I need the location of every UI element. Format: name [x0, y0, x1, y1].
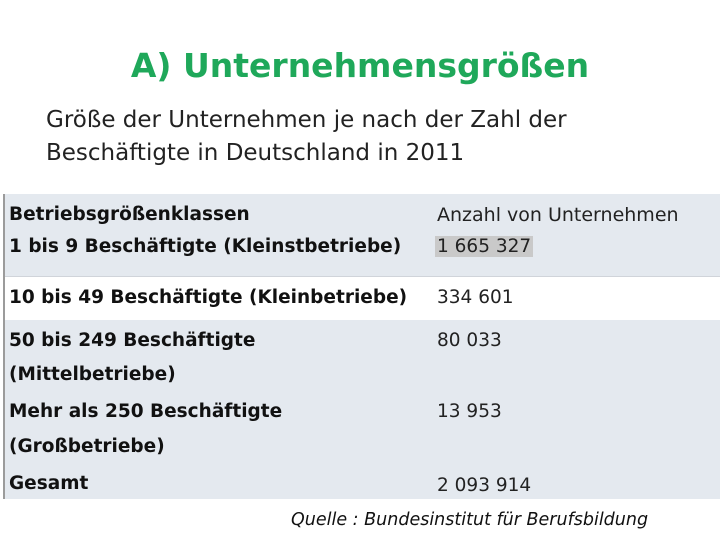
row-label-small: 10 bis 49 Beschäftigte (Kleinbetriebe) [9, 287, 408, 308]
header-size-class: Betriebsgrößenklassen [9, 204, 250, 225]
row-value-medium: 80 033 [437, 330, 502, 351]
subtitle-line-1: Größe der Unternehmen je nach der Zahl d… [46, 107, 567, 133]
row-value-micro: 1 665 327 [435, 236, 534, 257]
highlighted-value: 1 665 327 [435, 236, 534, 257]
row-label-large-line2: (Großbetriebe) [9, 436, 165, 457]
table-band-1 [5, 194, 720, 276]
row-label-total: Gesamt [9, 473, 89, 494]
row-label-large-line1: Mehr als 250 Beschäftigte [9, 401, 283, 422]
source-note: Quelle : Bundesinstitut für Berufsbildun… [291, 510, 649, 530]
table-band-2 [5, 276, 720, 321]
row-value-large: 13 953 [437, 401, 502, 422]
company-size-table: Betriebsgrößenklassen Anzahl von Unterne… [3, 194, 720, 499]
header-company-count: Anzahl von Unternehmen [437, 204, 679, 226]
row-value-small: 334 601 [437, 287, 514, 308]
subtitle-line-2: Beschäftigte in Deutschland in 2011 [46, 140, 465, 166]
row-value-total: 2 093 914 [437, 475, 532, 496]
table-band-3 [5, 320, 720, 499]
page-title: A) Unternehmensgrößen [130, 46, 590, 85]
row-label-micro: 1 bis 9 Beschäftigte (Kleinstbetriebe) [9, 236, 402, 257]
subtitle: Größe der Unternehmen je nach der Zahl d… [46, 104, 567, 170]
row-label-medium-line1: 50 bis 249 Beschäftigte [9, 330, 256, 351]
row-label-medium-line2: (Mittelbetriebe) [9, 364, 176, 385]
